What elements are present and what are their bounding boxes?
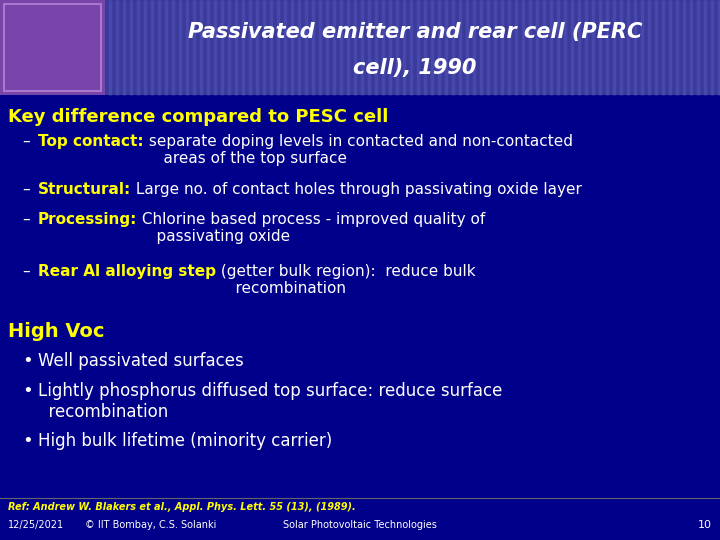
Bar [4, 4, 101, 91]
Text: Top contact:: Top contact: [38, 134, 143, 149]
Text: 10: 10 [698, 520, 712, 530]
Text: •: • [22, 382, 32, 400]
Text: High bulk lifetime (minority carrier): High bulk lifetime (minority carrier) [38, 432, 332, 450]
Text: •: • [22, 432, 32, 450]
Bar [0, 0, 720, 95]
Text: Chlorine based process - improved quality of
    passivating oxide: Chlorine based process - improved qualit… [138, 212, 485, 245]
Text: Well passivated surfaces: Well passivated surfaces [38, 352, 244, 370]
Text: Rear Al alloying step: Rear Al alloying step [38, 264, 216, 279]
Text: (getter bulk region):  reduce bulk
    recombination: (getter bulk region): reduce bulk recomb… [216, 264, 476, 296]
Text: Structural:: Structural: [38, 182, 131, 197]
Text: High Voc: High Voc [8, 322, 104, 341]
Text: Large no. of contact holes through passivating oxide layer: Large no. of contact holes through passi… [131, 182, 582, 197]
Text: –: – [22, 182, 30, 197]
Text: –: – [22, 264, 30, 279]
Text: Ref: Andrew W. Blakers et al., Appl. Phys. Lett. 55 (13), (1989).: Ref: Andrew W. Blakers et al., Appl. Phy… [8, 502, 356, 512]
Text: Solar Photovoltaic Technologies: Solar Photovoltaic Technologies [283, 520, 437, 530]
Text: Key difference compared to PESC cell: Key difference compared to PESC cell [8, 108, 388, 126]
Text: cell), 1990: cell), 1990 [354, 58, 477, 78]
Text: Processing:: Processing: [38, 212, 138, 227]
Text: Passivated emitter and rear cell (PERC: Passivated emitter and rear cell (PERC [188, 22, 642, 42]
Text: © IIT Bombay, C.S. Solanki: © IIT Bombay, C.S. Solanki [85, 520, 217, 530]
Text: •: • [22, 352, 32, 370]
Text: –: – [22, 134, 30, 149]
Text: –: – [22, 212, 30, 227]
Text: separate doping levels in contacted and non-contacted
    areas of the top surfa: separate doping levels in contacted and … [143, 134, 572, 166]
Text: Lightly phosphorus diffused top surface: reduce surface
  recombination: Lightly phosphorus diffused top surface:… [38, 382, 503, 421]
Text: 12/25/2021: 12/25/2021 [8, 520, 64, 530]
Bar [0, 0, 105, 95]
